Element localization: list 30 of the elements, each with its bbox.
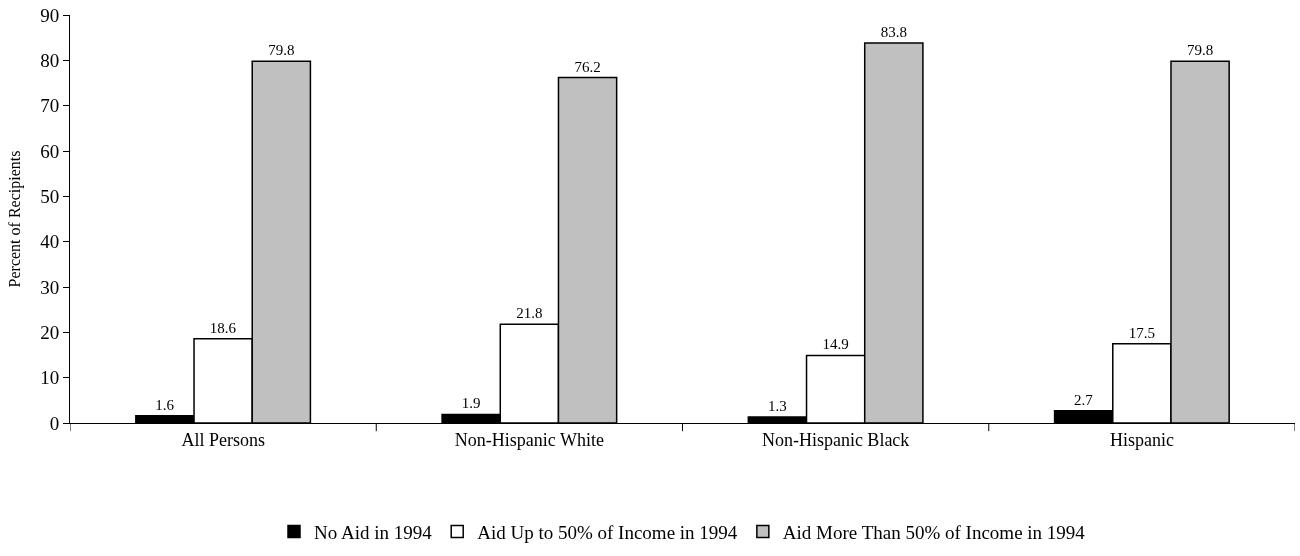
x-tick-label: Hispanic [1109,429,1174,450]
data-label: 76.2 [574,58,601,75]
data-label: 17.5 [1128,324,1155,341]
x-tick-label: Non-Hispanic Black [761,429,910,450]
y-tick-label: 50 [40,185,60,207]
data-label: 18.6 [209,319,237,336]
legend-label: Aid More Than 50% of Income in 1994 [782,522,1086,544]
data-label: 14.9 [822,336,849,353]
y-axis-title: Percent of Recipients [6,150,25,288]
data-label: 79.8 [268,42,295,59]
y-tick-label: 30 [40,276,60,298]
legend-label: Aid Up to 50% of Income in 1994 [477,522,738,544]
y-tick-label: 40 [40,231,60,253]
x-tick-label: Non-Hispanic White [454,429,604,450]
y-tick-label: 70 [40,95,60,117]
data-label: 79.8 [1186,42,1214,59]
y-tick-label: 20 [40,321,60,343]
data-label: 21.8 [516,305,543,322]
y-tick-label: 90 [40,4,60,26]
data-label: 83.8 [880,24,907,41]
data-label: 1.6 [155,396,175,413]
y-tick-label: 60 [40,140,60,162]
data-label: 2.7 [1074,391,1094,408]
y-tick-label: 80 [40,49,60,71]
legend-label: No Aid in 1994 [314,522,433,544]
y-tick-label: 0 [49,412,60,434]
data-label: 1.9 [461,395,481,412]
y-tick-label: 10 [40,367,60,389]
data-label: 1.3 [768,398,787,415]
x-tick-label: All Persons [181,429,265,450]
